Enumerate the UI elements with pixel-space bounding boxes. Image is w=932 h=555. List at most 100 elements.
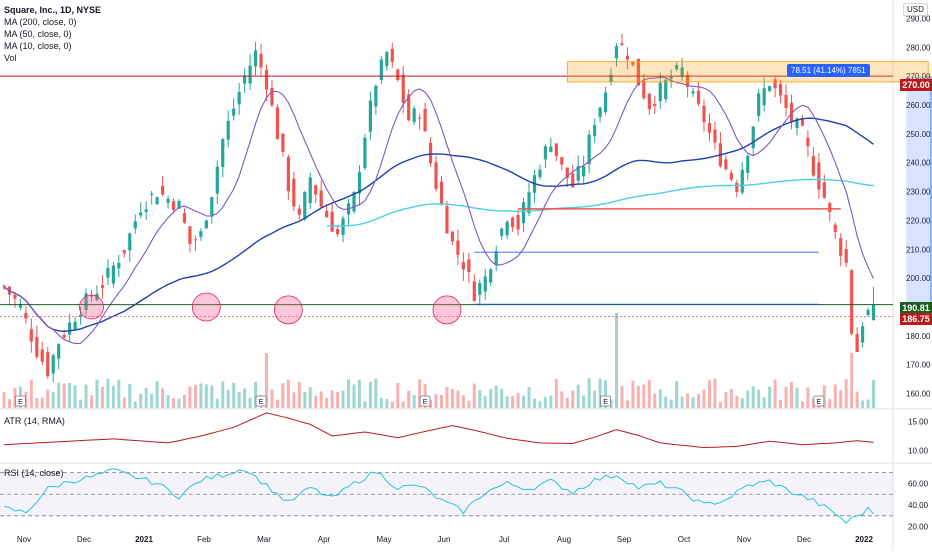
candle-body bbox=[729, 172, 733, 180]
volume-bar bbox=[598, 378, 602, 408]
volume-bar bbox=[762, 397, 766, 408]
candle-body bbox=[193, 239, 198, 241]
y-tick-label: 160.00 bbox=[906, 390, 931, 399]
candle-body bbox=[171, 201, 176, 210]
volume-bar bbox=[357, 379, 361, 408]
volume-bar bbox=[532, 398, 536, 408]
candle-body bbox=[587, 134, 591, 165]
earnings-marker bbox=[15, 395, 26, 407]
candle-body bbox=[549, 146, 553, 152]
candle-body bbox=[702, 105, 706, 123]
resistance-zone bbox=[566, 61, 929, 83]
candle-body bbox=[335, 229, 340, 235]
candle-body bbox=[675, 65, 679, 70]
ma50-legend[interactable]: MA (50, close, 0) bbox=[4, 29, 72, 39]
rsi-line bbox=[3, 468, 874, 524]
candle-body bbox=[707, 122, 712, 133]
volume-bar bbox=[828, 399, 832, 408]
volume-bar bbox=[281, 383, 285, 408]
volume-bar bbox=[445, 387, 449, 408]
candle-body bbox=[428, 142, 433, 164]
y-tick-label: 240.00 bbox=[906, 159, 931, 168]
y-tick-label: 220.00 bbox=[906, 216, 931, 225]
candle-body bbox=[653, 103, 657, 106]
volume-bar bbox=[478, 390, 482, 408]
volume-bar bbox=[177, 398, 181, 408]
candle-body bbox=[106, 267, 110, 278]
candle-body bbox=[467, 259, 471, 273]
candle-body bbox=[806, 137, 810, 147]
candle-body bbox=[811, 156, 815, 176]
y-tick-label: 250.00 bbox=[906, 130, 931, 139]
volume-bar bbox=[57, 382, 61, 408]
volume-bar bbox=[265, 353, 268, 408]
rsi-pane-label[interactable]: RSI (14, close) bbox=[4, 468, 64, 478]
volume-bar bbox=[297, 382, 301, 408]
candle-body bbox=[844, 249, 848, 263]
candle-body bbox=[215, 166, 219, 194]
candle-body bbox=[582, 166, 586, 177]
candle-body bbox=[784, 94, 788, 109]
candle-body bbox=[664, 79, 668, 99]
ma200-legend[interactable]: MA (200, close, 0) bbox=[4, 17, 77, 27]
ma10-legend[interactable]: MA (10, close, 0) bbox=[4, 41, 72, 51]
y-tick-label: 280.00 bbox=[906, 43, 931, 52]
volume-bar bbox=[735, 396, 739, 408]
volume-legend[interactable]: Vol bbox=[4, 53, 17, 63]
candle-body bbox=[363, 137, 367, 169]
y-tick-label: 230.00 bbox=[906, 188, 931, 197]
volume-bar bbox=[554, 378, 558, 408]
candle-body bbox=[871, 304, 876, 320]
atr-pane-label[interactable]: ATR (14, RMA) bbox=[4, 416, 65, 426]
volume-bar bbox=[24, 391, 28, 408]
candle-body bbox=[325, 210, 329, 218]
volume-bar bbox=[800, 401, 804, 408]
symbol-title[interactable]: Square, Inc., 1D, NYSE bbox=[4, 5, 102, 15]
ma200-line bbox=[326, 178, 874, 227]
volume-bar bbox=[161, 388, 165, 408]
candle-body bbox=[18, 304, 23, 308]
volume-bar bbox=[844, 379, 848, 408]
candle-body bbox=[631, 61, 635, 65]
candle-body bbox=[122, 250, 126, 254]
volume-bar bbox=[221, 381, 225, 408]
candle-body bbox=[35, 336, 39, 357]
volume-bar bbox=[822, 385, 826, 408]
candle-body bbox=[538, 169, 542, 178]
volume-bar bbox=[461, 395, 465, 408]
x-tick-label: 2022 bbox=[855, 535, 873, 544]
candle-body bbox=[554, 143, 558, 156]
candle-body bbox=[275, 107, 280, 140]
candle-body bbox=[281, 133, 285, 152]
volume-bar bbox=[401, 401, 405, 408]
candle-body bbox=[521, 202, 526, 224]
candle-body bbox=[636, 58, 640, 86]
candle-body bbox=[357, 171, 362, 194]
candle-body bbox=[73, 321, 77, 330]
volume-bar bbox=[697, 394, 701, 408]
atr-line bbox=[3, 412, 874, 449]
volume-bar bbox=[40, 397, 44, 408]
candle-body bbox=[445, 206, 449, 234]
volume-bar bbox=[664, 396, 668, 408]
volume-bar bbox=[314, 395, 318, 408]
volume-bar bbox=[396, 383, 400, 408]
candle-body bbox=[166, 198, 170, 203]
volume-bar bbox=[270, 389, 274, 408]
candle-body bbox=[286, 157, 290, 192]
earnings-marker-label: E bbox=[817, 399, 822, 406]
currency-label[interactable]: USD bbox=[903, 3, 928, 16]
volume-bar bbox=[210, 385, 214, 408]
candle-body bbox=[352, 192, 356, 212]
volume-bar bbox=[62, 383, 66, 408]
volume-bar bbox=[718, 401, 722, 408]
ma10-line bbox=[3, 76, 874, 345]
volume-bar bbox=[494, 385, 498, 408]
candle-body bbox=[95, 293, 99, 301]
volume-bar bbox=[204, 384, 208, 408]
measure-label[interactable]: 78.51 (41.14%) 7851 bbox=[787, 64, 870, 77]
candle-body bbox=[609, 74, 613, 83]
volume-bar bbox=[199, 383, 203, 408]
